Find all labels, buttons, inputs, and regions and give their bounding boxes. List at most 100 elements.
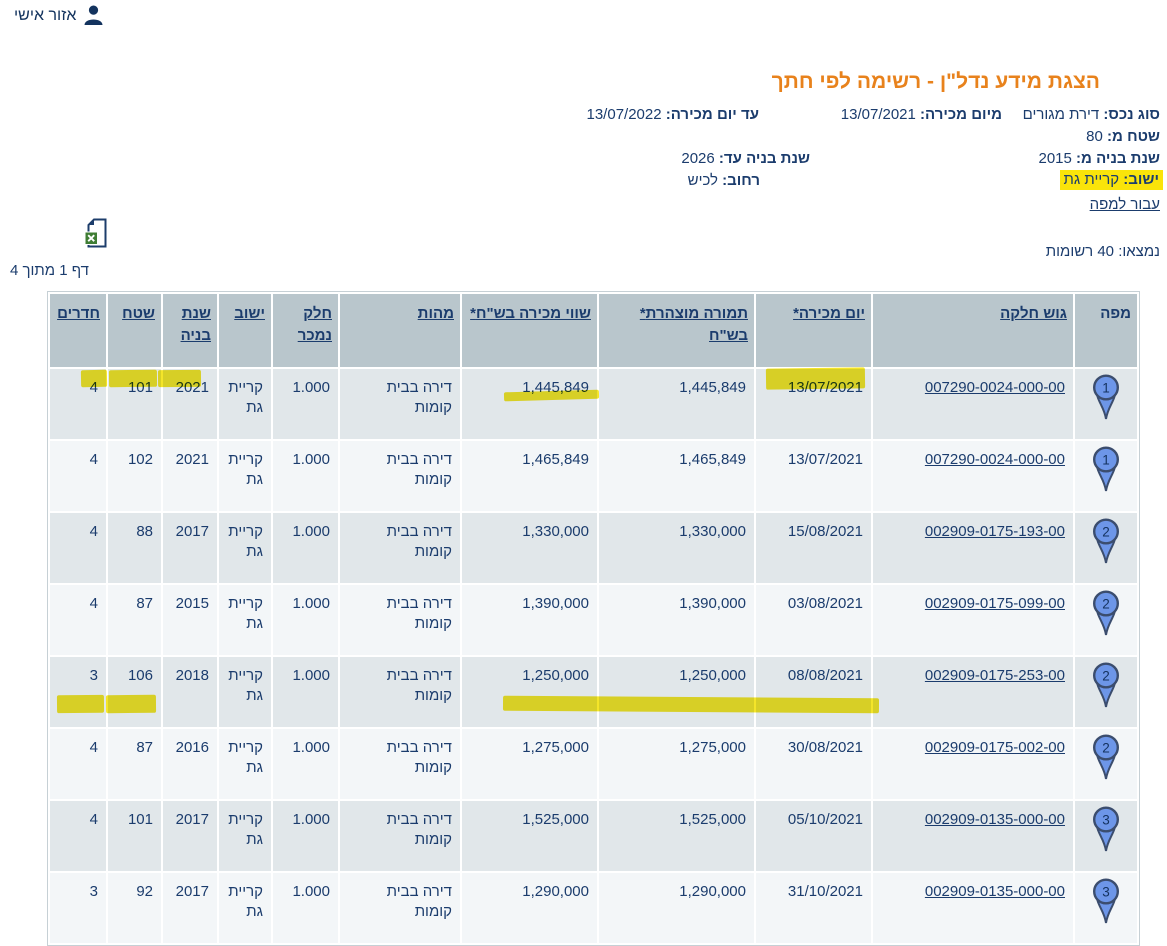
- col-header-declared-link[interactable]: *תמורה מוצהרת בש"ח: [639, 305, 748, 344]
- sale-date-value: 31/10/2021: [787, 883, 863, 900]
- gush-link[interactable]: 002909-0175-099-00: [924, 595, 1065, 612]
- cell-city: קריית גת: [219, 369, 271, 439]
- cell-value: 1,275,000: [462, 729, 597, 799]
- results-table: מפה גוש חלקה *יום מכירה *תמורה מוצהרת בש…: [47, 291, 1140, 946]
- gush-link[interactable]: 002909-0135-000-00: [924, 883, 1065, 900]
- declared-value: 1,465,849: [679, 451, 746, 468]
- gush-link[interactable]: 007290-0024-000-00: [924, 451, 1065, 468]
- filter-sale-from: מיום מכירה: 13/07/2021: [841, 106, 1002, 123]
- filter-asset-type: סוג נכס: דירת מגורים: [1023, 106, 1160, 123]
- sale-date-value: 05/10/2021: [787, 811, 863, 828]
- col-header-nature-link[interactable]: מהות: [417, 305, 454, 322]
- declared-value: 1,525,000: [679, 811, 746, 828]
- cell-sale-date: 13/07/2021: [756, 369, 871, 439]
- cell-year: 2016: [163, 729, 217, 799]
- filter-sale-to-label: עד יום מכירה:: [665, 106, 759, 123]
- map-pin-button[interactable]: 3: [1091, 806, 1121, 859]
- col-header-area-link[interactable]: שטח: [122, 305, 155, 322]
- cell-nature: דירה בבית קומות: [340, 441, 460, 511]
- cell-value: 1,465,849: [462, 441, 597, 511]
- cell-rooms: 3: [50, 873, 106, 943]
- sale-date-value: 30/08/2021: [787, 739, 863, 756]
- sale-value: 1,445,849: [522, 379, 589, 396]
- cell-year: 2021: [163, 369, 217, 439]
- col-header-part-link[interactable]: חלק נמכר: [297, 305, 332, 344]
- cell-area: 101: [108, 801, 161, 871]
- sale-date-value: 13/07/2021: [787, 379, 863, 396]
- excel-export-icon[interactable]: [84, 218, 108, 253]
- col-header-year-link[interactable]: שנת בניה: [180, 305, 211, 344]
- col-header-sale-date-link[interactable]: *יום מכירה: [793, 305, 865, 322]
- col-header-area: שטח: [108, 294, 161, 367]
- declared-value: 1,330,000: [679, 523, 746, 540]
- map-pin-button[interactable]: 2: [1091, 590, 1121, 643]
- sale-value: 1,275,000: [522, 739, 589, 756]
- table-row: 2 002909-0175-253-00 08/08/2021 1,250,00…: [50, 657, 1137, 727]
- filter-year-to-value: 2026: [681, 150, 715, 167]
- map-pin-button[interactable]: 1: [1091, 446, 1121, 499]
- cell-part: 1.000: [273, 513, 338, 583]
- map-pin-button[interactable]: 2: [1091, 518, 1121, 571]
- cell-area: 102: [108, 441, 161, 511]
- sale-value: 1,290,000: [522, 883, 589, 900]
- cell-declared: 1,445,849: [599, 369, 754, 439]
- cell-city: קריית גת: [219, 657, 271, 727]
- cell-gush: 007290-0024-000-00: [873, 369, 1073, 439]
- cell-rooms: 4: [50, 441, 106, 511]
- map-pin-button[interactable]: 2: [1091, 662, 1121, 715]
- declared-value: 1,275,000: [679, 739, 746, 756]
- cell-rooms: 4: [50, 585, 106, 655]
- declared-value: 1,390,000: [679, 595, 746, 612]
- filter-street: רחוב: לכיש: [688, 172, 760, 189]
- gush-link[interactable]: 002909-0175-193-00: [924, 523, 1065, 540]
- cell-gush: 002909-0175-002-00: [873, 729, 1073, 799]
- col-header-rooms-link[interactable]: חדרים: [57, 305, 100, 322]
- cell-value: 1,330,000: [462, 513, 597, 583]
- part-sold-value: 1.000: [292, 667, 330, 684]
- col-header-city: ישוב: [219, 294, 271, 367]
- col-header-map: מפה: [1075, 294, 1137, 367]
- filter-city: ישוב: קריית גת: [1059, 170, 1163, 190]
- col-header-city-link[interactable]: ישוב: [234, 305, 265, 322]
- map-pin-number: 2: [1102, 525, 1110, 540]
- table-row: 2 002909-0175-002-00 30/08/2021 1,275,00…: [50, 729, 1137, 799]
- cell-year: 2018: [163, 657, 217, 727]
- gush-link[interactable]: 002909-0175-002-00: [924, 739, 1065, 756]
- table-header-row: מפה גוש חלקה *יום מכירה *תמורה מוצהרת בש…: [50, 294, 1137, 367]
- cell-area: 87: [108, 729, 161, 799]
- cell-nature: דירה בבית קומות: [340, 369, 460, 439]
- map-pin-number: 1: [1102, 381, 1110, 396]
- cell-sale-date: 03/08/2021: [756, 585, 871, 655]
- filter-street-label: רחוב:: [722, 172, 760, 189]
- table-row: 2 002909-0175-193-00 15/08/2021 1,330,00…: [50, 513, 1137, 583]
- cell-area: 106: [108, 657, 161, 727]
- table-row: 1 007290-0024-000-00 13/07/2021 1,465,84…: [50, 441, 1137, 511]
- cell-declared: 1,330,000: [599, 513, 754, 583]
- filter-area-from-label: שטח מ:: [1107, 128, 1160, 145]
- gush-link[interactable]: 007290-0024-000-00: [924, 379, 1065, 396]
- part-sold-value: 1.000: [292, 595, 330, 612]
- gush-link[interactable]: 002909-0175-253-00: [924, 667, 1065, 684]
- col-header-value-link[interactable]: *שווי מכירה בש"ח: [470, 305, 591, 322]
- cell-area: 92: [108, 873, 161, 943]
- personal-area-button[interactable]: אזור אישי: [14, 5, 104, 26]
- cell-declared: 1,290,000: [599, 873, 754, 943]
- cell-area: 87: [108, 585, 161, 655]
- cell-year: 2017: [163, 801, 217, 871]
- map-pin-button[interactable]: 1: [1091, 374, 1121, 427]
- map-pin-button[interactable]: 2: [1091, 734, 1121, 787]
- cell-nature: דירה בבית קומות: [340, 729, 460, 799]
- filter-year-from-value: 2015: [1038, 150, 1072, 167]
- cell-nature: דירה בבית קומות: [340, 873, 460, 943]
- filter-area-from: שטח מ: 80: [1086, 128, 1160, 145]
- go-to-map-link[interactable]: עבור למפה: [1089, 196, 1160, 213]
- col-header-gush-link[interactable]: גוש חלקה: [1000, 305, 1067, 322]
- part-sold-value: 1.000: [292, 379, 330, 396]
- gush-link[interactable]: 002909-0135-000-00: [924, 811, 1065, 828]
- cell-year: 2017: [163, 873, 217, 943]
- filter-city-highlight: ישוב: קריית גת: [1059, 170, 1163, 190]
- filter-year-to-label: שנת בניה עד:: [718, 150, 810, 167]
- sale-value: 1,525,000: [522, 811, 589, 828]
- filter-area-from-value: 80: [1086, 128, 1103, 145]
- col-header-sale-date: *יום מכירה: [756, 294, 871, 367]
